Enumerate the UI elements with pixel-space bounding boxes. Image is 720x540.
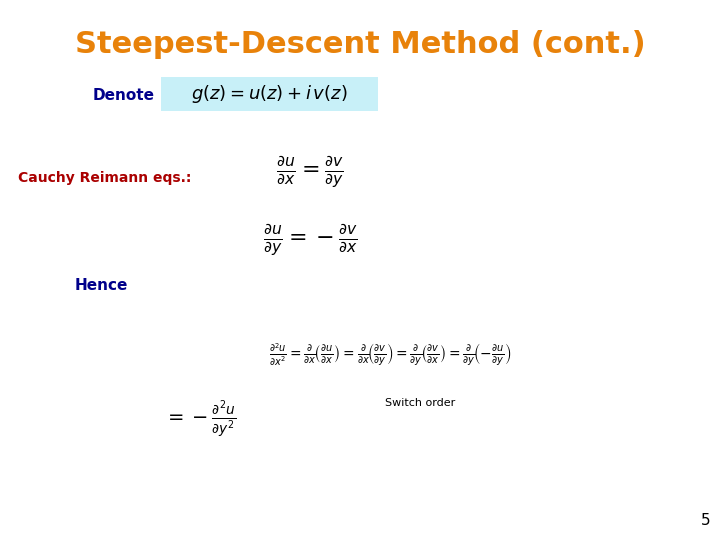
FancyBboxPatch shape (161, 77, 378, 111)
Text: $\frac{\partial^2 u}{\partial x^2}=\frac{\partial}{\partial x}\!\left(\frac{\par: $\frac{\partial^2 u}{\partial x^2}=\frac… (269, 342, 511, 368)
Text: Switch order: Switch order (385, 398, 455, 408)
Text: $=-\frac{\partial^2 u}{\partial y^2}$: $=-\frac{\partial^2 u}{\partial y^2}$ (164, 400, 236, 441)
Text: $\frac{\partial u}{\partial x}=\frac{\partial v}{\partial y}$: $\frac{\partial u}{\partial x}=\frac{\pa… (276, 154, 343, 190)
Text: $\frac{\partial u}{\partial y}=-\frac{\partial v}{\partial x}$: $\frac{\partial u}{\partial y}=-\frac{\p… (263, 222, 357, 258)
Text: Cauchy Reimann eqs.:: Cauchy Reimann eqs.: (18, 171, 192, 185)
Text: Steepest-Descent Method (cont.): Steepest-Descent Method (cont.) (75, 30, 645, 59)
Text: $g\left(z\right)=u\left(z\right)+i\,v\left(z\right)$: $g\left(z\right)=u\left(z\right)+i\,v\le… (192, 83, 348, 105)
Text: Hence: Hence (75, 278, 128, 293)
Text: 5: 5 (701, 513, 710, 528)
Text: Denote: Denote (93, 87, 155, 103)
